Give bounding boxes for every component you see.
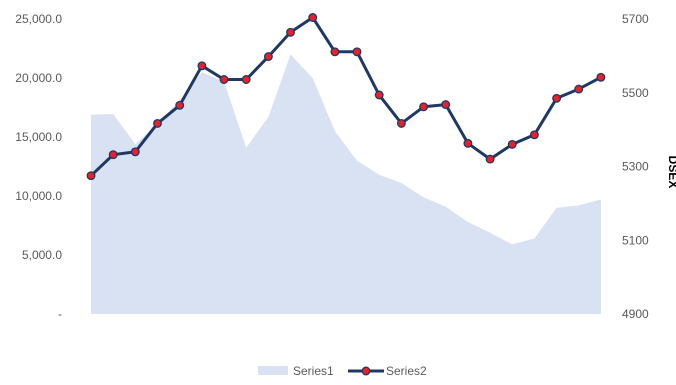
series2-point — [197, 61, 207, 71]
series2-point — [241, 75, 251, 84]
series2-point — [130, 147, 140, 157]
right-axis-title: DSEX — [666, 156, 676, 189]
series2-point — [441, 100, 451, 110]
series2-point — [529, 130, 539, 140]
left-tick-label: 25,000.0 — [15, 12, 62, 26]
series2-point — [175, 100, 185, 110]
series1-area — [91, 54, 601, 315]
series2-point — [419, 102, 429, 112]
series2-point — [596, 72, 606, 82]
series2-point — [552, 93, 562, 103]
series2-point — [330, 47, 340, 57]
series2-point — [507, 139, 517, 149]
legend-swatch-series2-marker — [361, 366, 371, 376]
series2-point — [286, 27, 295, 37]
series2-point — [153, 118, 162, 128]
series2-point — [86, 171, 96, 181]
series2-point — [263, 52, 273, 62]
series2-point — [108, 150, 118, 160]
left-tick-label: 10,000.0 — [15, 189, 62, 203]
right-tick-label: 5500 — [622, 86, 649, 100]
right-tick-label: 5700 — [622, 12, 649, 26]
legend-label-series2: Series2 — [386, 364, 427, 378]
left-tick-label: 15,000.0 — [15, 130, 62, 144]
legend-swatch-series1 — [258, 366, 288, 375]
right-axis-ticks: 4900 5100 5300 5500 5700 — [622, 12, 649, 321]
series2-point — [219, 75, 229, 84]
left-axis-ticks: - 5,000.0 10,000.0 15,000.0 20,000.0 25,000.0 — [15, 12, 62, 321]
series2-point — [374, 90, 384, 100]
series2-point — [396, 118, 406, 128]
left-tick-label: 20,000.0 — [15, 71, 62, 85]
right-tick-label: 5300 — [622, 160, 649, 174]
series2-marker-layer — [86, 13, 606, 181]
series2-point — [463, 138, 473, 148]
series2-point — [574, 84, 584, 94]
series2-point — [352, 47, 362, 57]
right-tick-label: 4900 — [622, 307, 649, 321]
series2-point — [485, 154, 495, 164]
left-tick-label: 5,000.0 — [22, 248, 62, 262]
series1-area-layer — [91, 54, 601, 315]
right-tick-label: 5100 — [622, 233, 649, 247]
legend-label-series1: Series1 — [293, 364, 334, 378]
legend: Series1 Series2 — [258, 364, 427, 378]
left-tick-label: - — [58, 307, 62, 321]
series2-point — [308, 13, 318, 22]
